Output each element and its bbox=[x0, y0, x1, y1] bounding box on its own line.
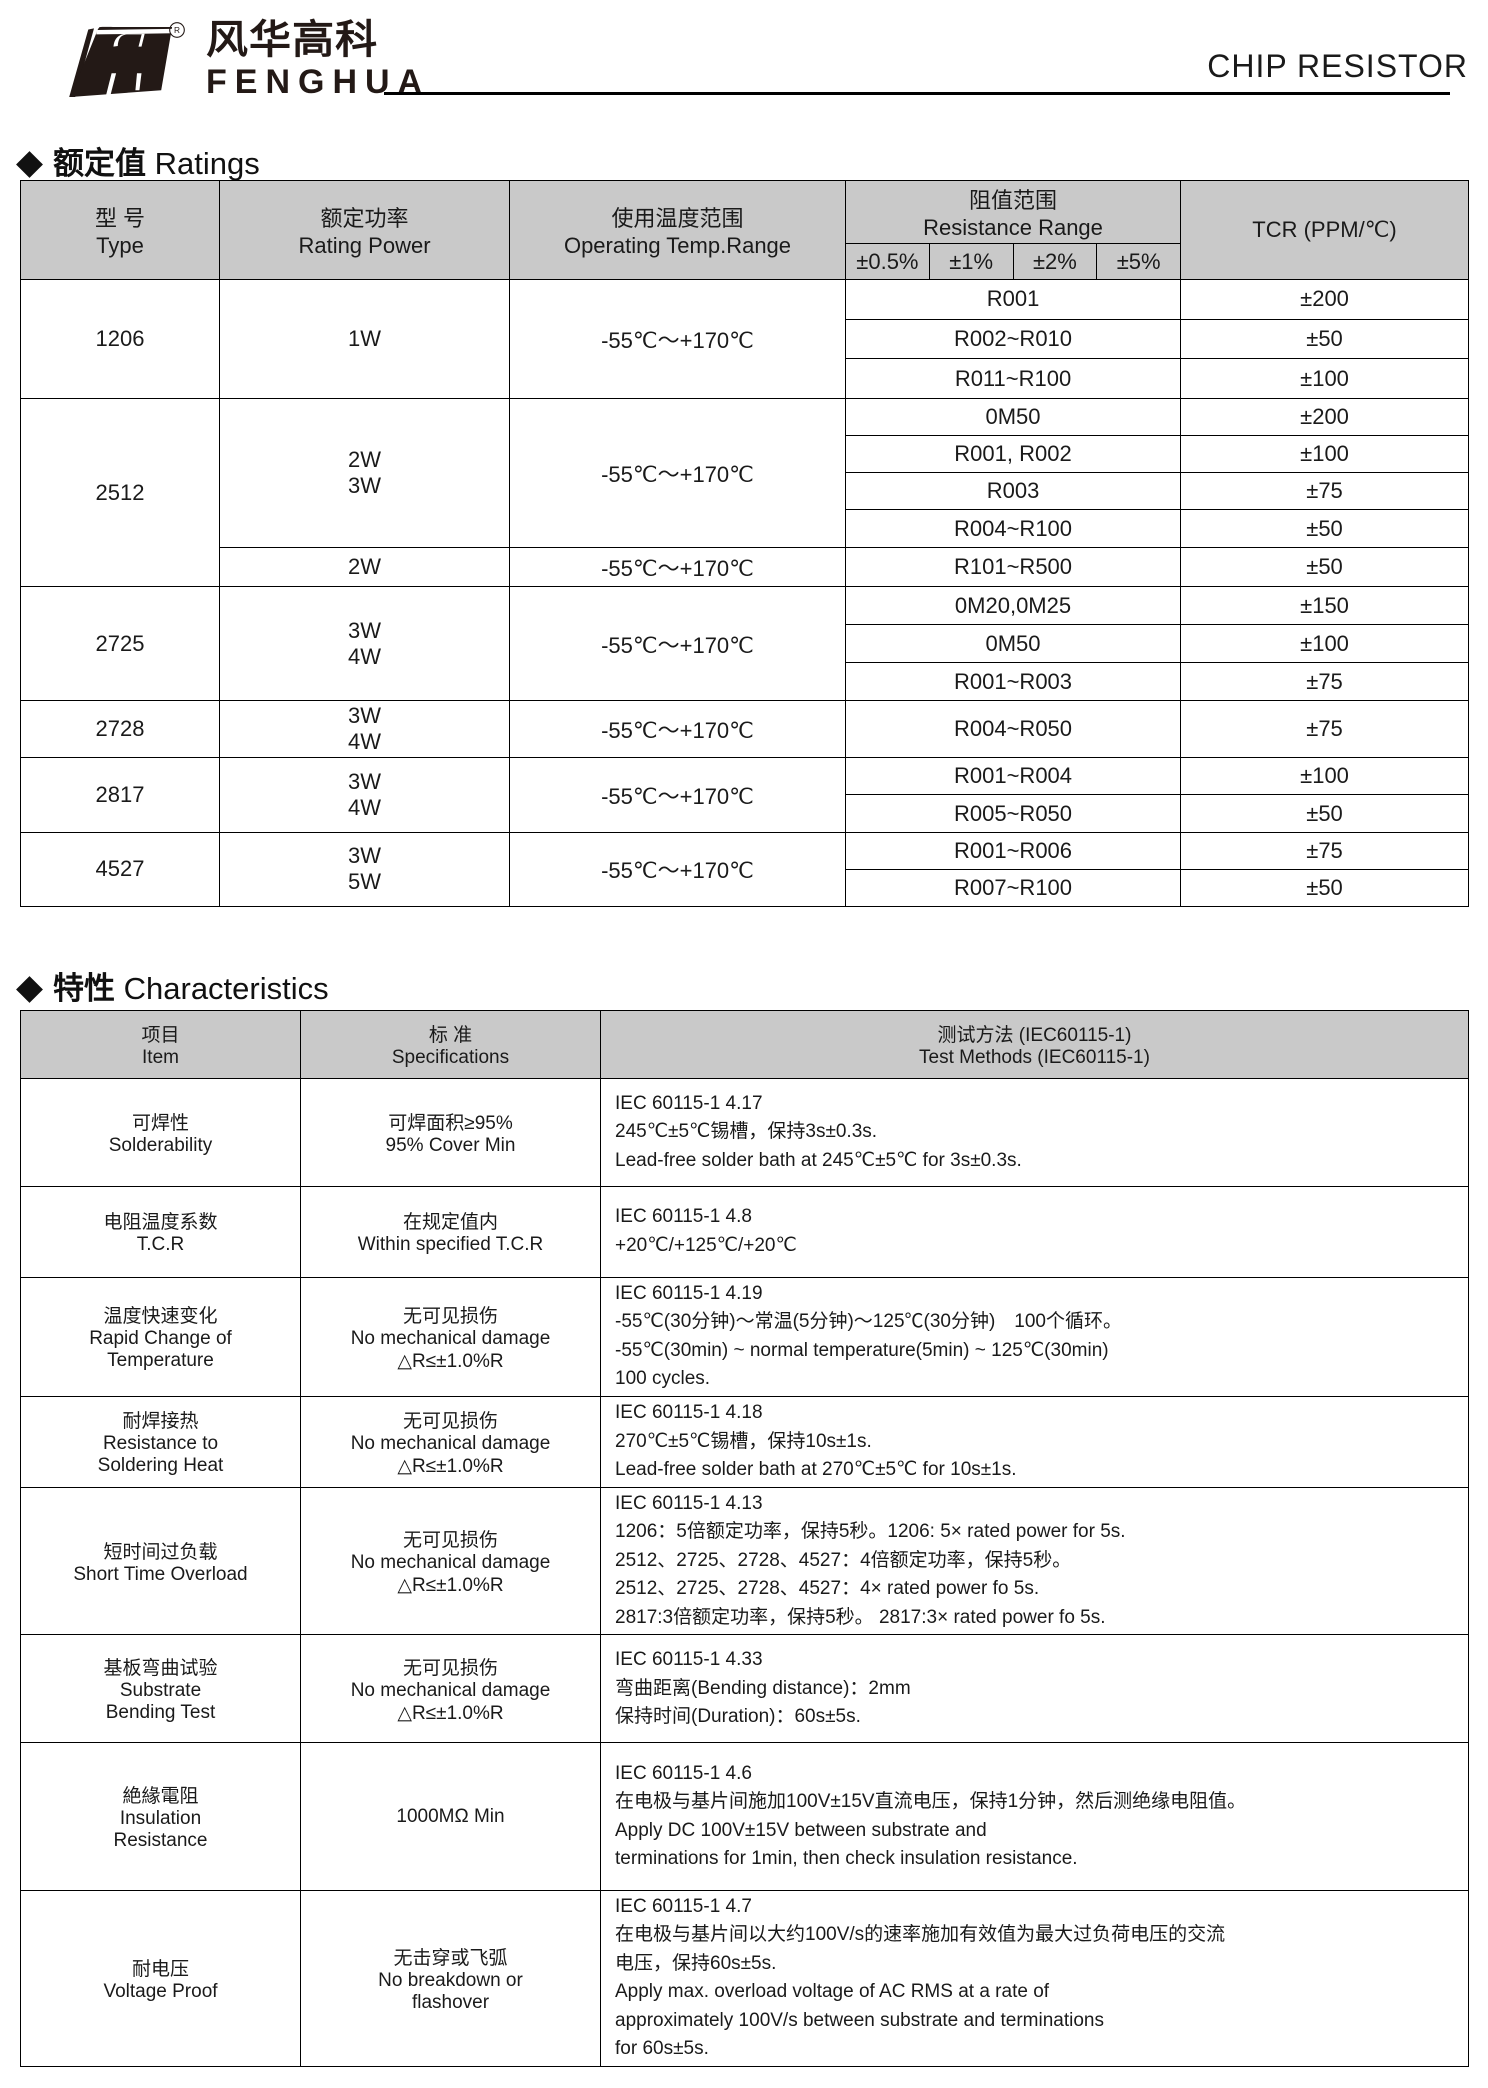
svg-text:R: R bbox=[174, 25, 180, 35]
